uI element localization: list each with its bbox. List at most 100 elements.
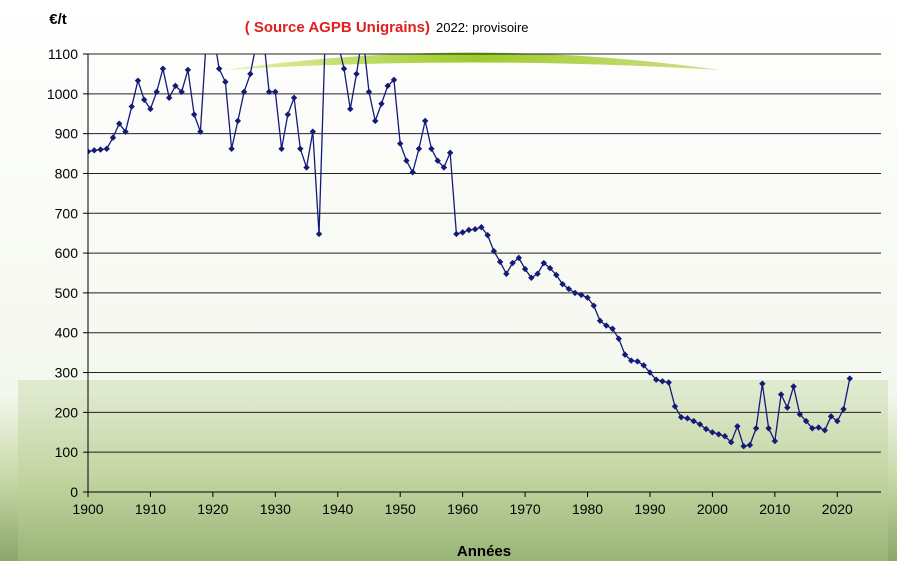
data-point: [178, 88, 185, 96]
annotation: 2022: provisoire: [436, 20, 529, 35]
data-point: [771, 437, 779, 445]
data-point: [484, 231, 491, 239]
data-point: [147, 105, 154, 113]
axes: 0 100 200 300 400 500 600 700 800 900 1000 1100 1900…: [47, 46, 881, 517]
data-point: [353, 70, 360, 78]
data-point: [153, 88, 160, 96]
data-point: [478, 224, 485, 231]
data-point: [116, 120, 123, 127]
data-point: [709, 429, 716, 436]
x-tick-label: 1980: [572, 501, 603, 517]
data-point: [134, 77, 142, 84]
x-tick-label: 2020: [822, 501, 853, 517]
data-point: [103, 145, 110, 152]
y-tick-label: 700: [55, 205, 79, 221]
data-point: [752, 425, 760, 432]
data-point: [540, 259, 548, 267]
data-point: [384, 82, 391, 90]
x-tick-label: 1990: [634, 501, 665, 517]
data-point: [815, 424, 822, 431]
data-point: [790, 383, 797, 390]
data-point: [665, 379, 672, 386]
data-point: [340, 65, 348, 72]
data-point: [521, 265, 529, 273]
x-tick-label: 1970: [510, 501, 541, 517]
data-point: [640, 362, 647, 369]
data-point: [628, 357, 635, 364]
data-point: [428, 145, 435, 152]
data-point: [621, 351, 629, 358]
data-point: [159, 65, 167, 72]
data-point: [515, 254, 523, 262]
data-point: [596, 317, 604, 324]
data-point: [696, 421, 704, 428]
data-point: [284, 111, 292, 118]
data-point: [240, 88, 248, 96]
data-point: [272, 88, 279, 96]
data-point: [534, 270, 541, 277]
data-point: [290, 94, 298, 101]
x-tick-label: 1930: [260, 501, 291, 517]
data-point: [509, 259, 516, 267]
data-point: [228, 145, 235, 152]
data-point: [347, 105, 354, 113]
data-point: [222, 78, 229, 86]
data-point: [571, 289, 579, 297]
data-point: [690, 417, 697, 425]
data-point: [846, 375, 853, 382]
data-point: [88, 148, 92, 155]
data-point: [765, 425, 772, 432]
data-point: [546, 265, 554, 272]
data-point: [528, 274, 535, 281]
data-point: [465, 226, 473, 234]
data-point: [809, 425, 816, 432]
y-tick-label: 900: [55, 126, 79, 142]
data-point: [590, 302, 597, 309]
data-point: [609, 325, 616, 332]
x-tick-label: 1900: [72, 501, 103, 517]
y-tick-label: 500: [55, 285, 79, 301]
data-point: [471, 226, 479, 233]
x-tick-label: 2000: [697, 501, 728, 517]
data-point: [715, 431, 722, 438]
data-point: [446, 149, 454, 156]
x-tick-label: 1950: [385, 501, 416, 517]
data-point: [459, 229, 466, 236]
plot-area: [88, 54, 853, 450]
data-point: [559, 280, 566, 288]
data-point: [365, 88, 373, 96]
data-point: [677, 413, 685, 421]
data-point: [297, 145, 304, 152]
data-point: [397, 140, 404, 147]
data-point: [646, 369, 654, 376]
data-point: [165, 94, 173, 101]
data-point: [634, 358, 641, 365]
data-point: [759, 380, 766, 387]
data-point: [565, 285, 572, 293]
data-point: [584, 294, 591, 301]
data-point: [190, 111, 198, 118]
x-tick-label: 1960: [447, 501, 478, 517]
data-point: [372, 117, 379, 125]
data-point: [440, 164, 448, 171]
y-tick-label: 300: [55, 365, 79, 381]
data-point: [234, 117, 242, 125]
data-point: [746, 441, 754, 449]
data-point: [734, 423, 741, 430]
y-tick-label: 100: [55, 444, 79, 460]
data-point: [490, 247, 498, 255]
data-point: [840, 405, 847, 413]
data-point: [309, 128, 316, 135]
data-point: [303, 164, 310, 171]
data-point: [172, 82, 179, 90]
data-point: [796, 411, 804, 418]
x-tick-label: 1940: [322, 501, 353, 517]
data-point: [415, 145, 423, 152]
data-point: [453, 230, 460, 238]
x-tick-label: 1910: [135, 501, 166, 517]
y-tick-label: 1000: [47, 86, 78, 102]
data-point: [496, 258, 504, 266]
data-point: [702, 425, 710, 433]
data-point: [247, 70, 254, 78]
